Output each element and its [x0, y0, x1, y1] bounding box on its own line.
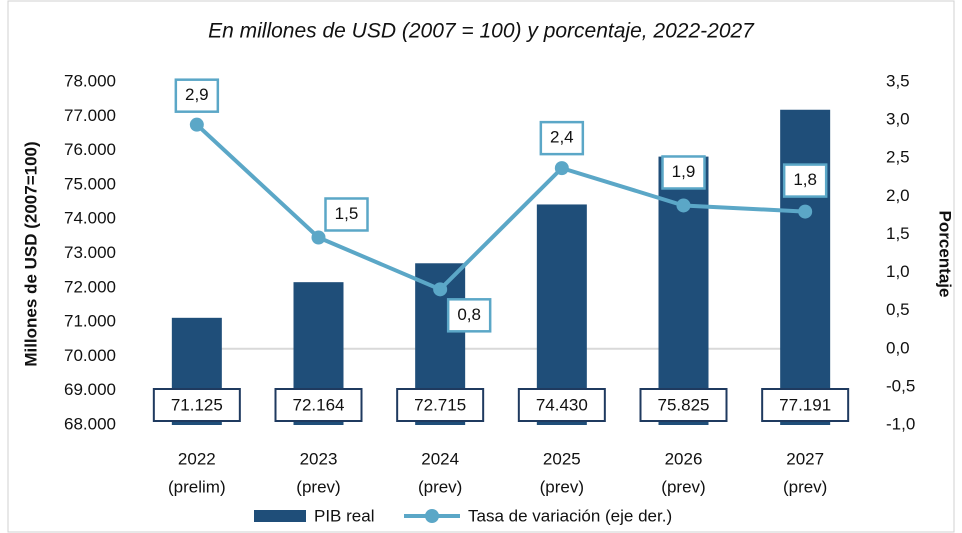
y-tick-label: 68.000 — [64, 414, 116, 433]
line-label-box — [174, 78, 220, 113]
legend-marker — [425, 509, 439, 523]
x-tick-label: (prev) — [661, 477, 705, 496]
x-tick-label: 2025 — [543, 449, 581, 468]
x-tick-label: (prev) — [418, 477, 462, 496]
legend-label: Tasa de variación (eje der.) — [468, 506, 672, 525]
bar-label-box — [517, 388, 606, 422]
y2-axis-title: Porcentaje — [936, 211, 955, 298]
line-label-box — [539, 120, 585, 156]
line-label: 2,9 — [185, 85, 209, 104]
bar-label-box — [152, 388, 241, 422]
x-tick-label: (prev) — [540, 477, 584, 496]
y-tick-label: 76.000 — [64, 140, 116, 159]
line-point — [798, 204, 813, 219]
y-tick-label: 73.000 — [64, 243, 116, 262]
y-axis-title: Millones de USD (2007=100) — [21, 141, 40, 366]
line-label-box — [446, 298, 492, 333]
line-point — [554, 161, 569, 176]
bar-label-box — [761, 388, 850, 422]
bar-label: 72.164 — [293, 395, 345, 414]
y-tick-label: 71.000 — [64, 312, 116, 331]
bar-label: 71.125 — [171, 395, 223, 414]
y2-tick-label: 0,0 — [886, 338, 910, 357]
y2-tick-label: 2,0 — [886, 186, 910, 205]
bar-label: 75.825 — [658, 395, 710, 414]
line-point — [433, 282, 448, 297]
bar-label-box — [274, 388, 363, 422]
y-tick-label: 77.000 — [64, 106, 116, 125]
line-point — [311, 230, 326, 245]
bar-label: 72.715 — [414, 395, 466, 414]
line-label: 1,9 — [672, 162, 696, 181]
x-tick-label: (prev) — [296, 477, 340, 496]
y2-tick-label: 3,0 — [886, 110, 910, 129]
legend-swatch — [254, 510, 306, 522]
line-label: 2,4 — [550, 128, 574, 147]
bar-label-box — [639, 388, 728, 422]
line-point — [189, 117, 204, 132]
line — [195, 123, 806, 292]
y-tick-label: 75.000 — [64, 174, 116, 193]
line-label-box — [324, 197, 369, 232]
x-tick-label: 2022 — [178, 449, 216, 468]
y2-tick-label: -1,0 — [886, 414, 915, 433]
y-tick-label: 69.000 — [64, 380, 116, 399]
y2-tick-label: 3,5 — [886, 71, 910, 90]
bar-label-box — [396, 388, 485, 422]
chart-title: En millones de USD (2007 = 100) y porcen… — [208, 20, 755, 43]
y-tick-label: 70.000 — [64, 346, 116, 365]
line-label-box — [782, 163, 828, 198]
line-label: 1,8 — [793, 170, 817, 189]
y2-tick-label: 1,0 — [886, 262, 910, 281]
bar-label: 77.191 — [779, 395, 831, 414]
line-point — [676, 198, 691, 213]
line-label-box — [661, 155, 706, 190]
x-tick-label: 2023 — [300, 449, 338, 468]
y-tick-label: 72.000 — [64, 277, 116, 296]
x-tick-label: 2027 — [786, 449, 824, 468]
y-tick-label: 78.000 — [64, 71, 116, 90]
y2-tick-label: -0,5 — [886, 376, 915, 395]
x-tick-label: 2026 — [665, 449, 703, 468]
line-label: 1,5 — [335, 204, 359, 223]
y2-tick-label: 2,5 — [886, 148, 910, 167]
bar-label: 74.430 — [536, 395, 588, 414]
line-label: 0,8 — [457, 305, 481, 324]
y-tick-label: 74.000 — [64, 209, 116, 228]
x-tick-label: (prev) — [783, 477, 827, 496]
x-tick-label: (prelim) — [168, 477, 226, 496]
legend-label: PIB real — [314, 506, 374, 525]
x-tick-label: 2024 — [421, 449, 459, 468]
bar — [780, 109, 831, 425]
y2-tick-label: 0,5 — [886, 300, 910, 319]
y2-tick-label: 1,5 — [886, 224, 910, 243]
bar — [658, 156, 709, 426]
